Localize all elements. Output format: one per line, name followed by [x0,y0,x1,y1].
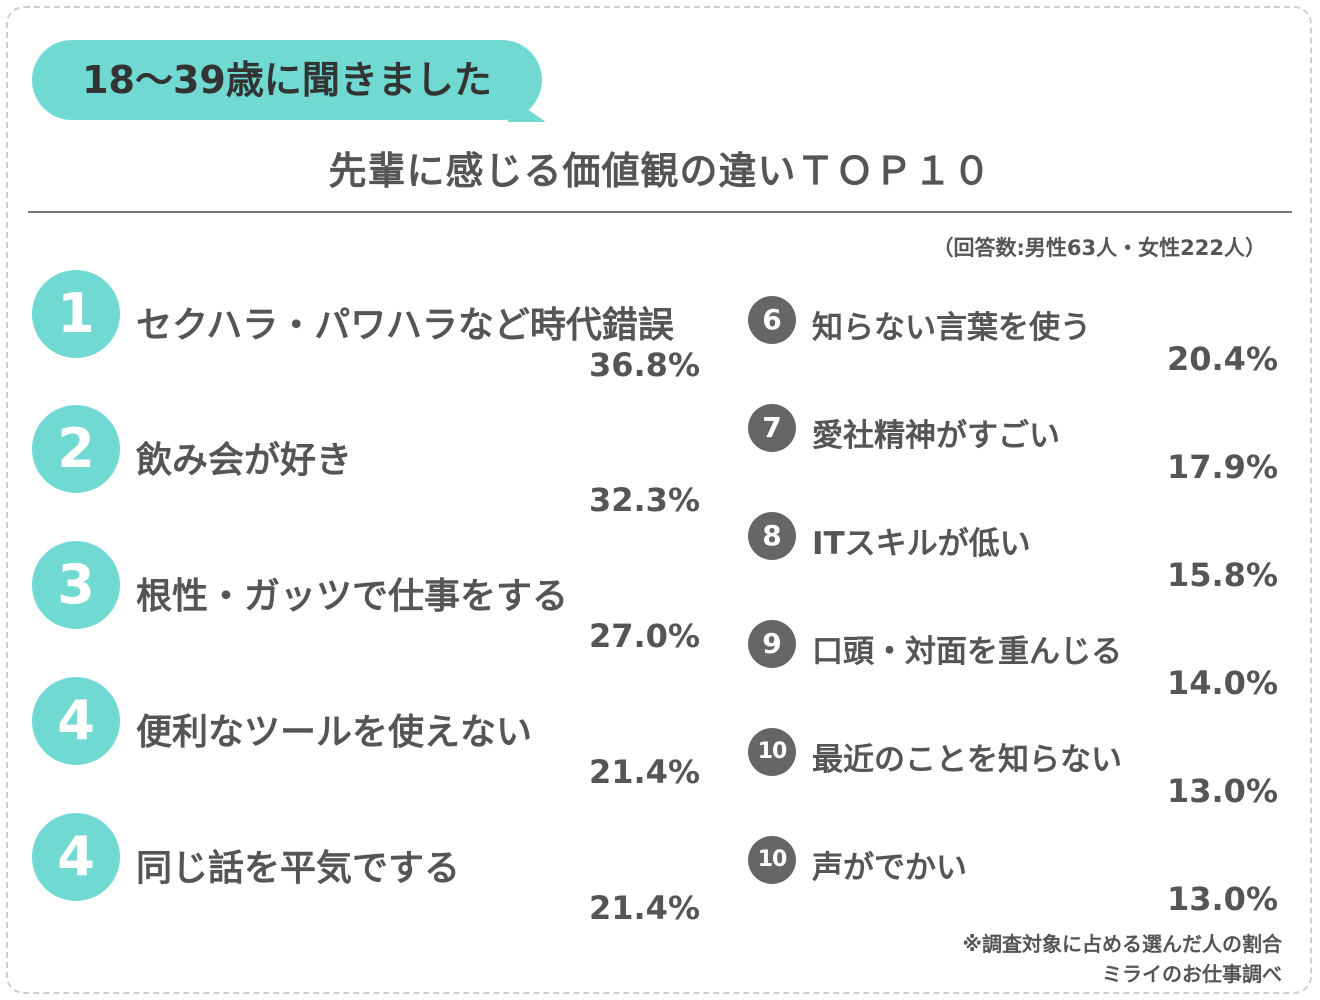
rank-badge: 2 [32,405,120,493]
source-text: ミライのお仕事調べ [1102,962,1282,986]
rank-label: 知らない言葉を使う [812,310,1091,346]
rank-percentage: 15.8% [1166,556,1278,594]
rank-label: 飲み会が好き [136,440,353,481]
rank-badge: 9 [748,620,796,668]
rank-percentage: 14.0% [1166,664,1278,702]
rank-percentage: 17.9% [1166,448,1278,486]
outer-frame [6,6,1312,994]
speech-bubble-text: 18〜39歳に聞きました [82,58,492,102]
rank-percentage: 21.4% [588,889,700,927]
rank-label: 最近のことを知らない [812,742,1122,778]
rank-label: 便利なツールを使えない [136,712,533,753]
rank-badge: 1 [32,270,120,358]
rank-percentage: 36.8% [588,346,700,384]
rank-percentage: 32.3% [588,481,700,519]
rank-label: 愛社精神がすごい [812,418,1060,454]
rank-badge: 6 [748,296,796,344]
rank-percentage: 13.0% [1166,772,1278,810]
respondent-count: （回答数:男性63人・女性222人） [932,236,1266,260]
rank-badge: 4 [32,813,120,901]
rank-label: 声がでかい [812,850,967,886]
rank-badge: 10 [748,728,796,776]
speech-bubble-tail [508,96,546,122]
rank-percentage: 27.0% [588,617,700,655]
rank-badge: 4 [32,677,120,765]
rank-badge: 8 [748,512,796,560]
rank-label: 同じ話を平気でする [136,848,461,889]
page-title: 先輩に感じる価値観の違いＴＯＰ１０ [328,149,992,193]
rank-label: 口頭・対面を重んじる [812,634,1122,670]
rank-label: 根性・ガッツで仕事をする [136,576,569,617]
rank-percentage: 20.4% [1166,340,1278,378]
speech-bubble [32,40,542,120]
rank-percentage: 21.4% [588,753,700,791]
footnote-text: ※調査対象に占める選んだ人の割合 [962,932,1282,956]
rank-label: ITスキルが低い [812,526,1031,562]
title-divider [28,211,1292,213]
rank-percentage: 13.0% [1166,880,1278,918]
rank-badge: 10 [748,836,796,884]
rank-badge: 3 [32,541,120,629]
rank-badge: 7 [748,404,796,452]
rank-label: セクハラ・パワハラなど時代錯誤 [136,305,674,346]
